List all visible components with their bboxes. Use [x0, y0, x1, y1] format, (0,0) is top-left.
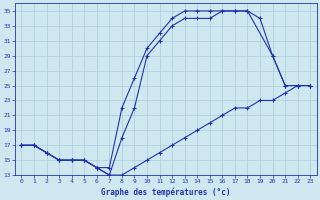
X-axis label: Graphe des températures (°c): Graphe des températures (°c) [101, 187, 231, 197]
